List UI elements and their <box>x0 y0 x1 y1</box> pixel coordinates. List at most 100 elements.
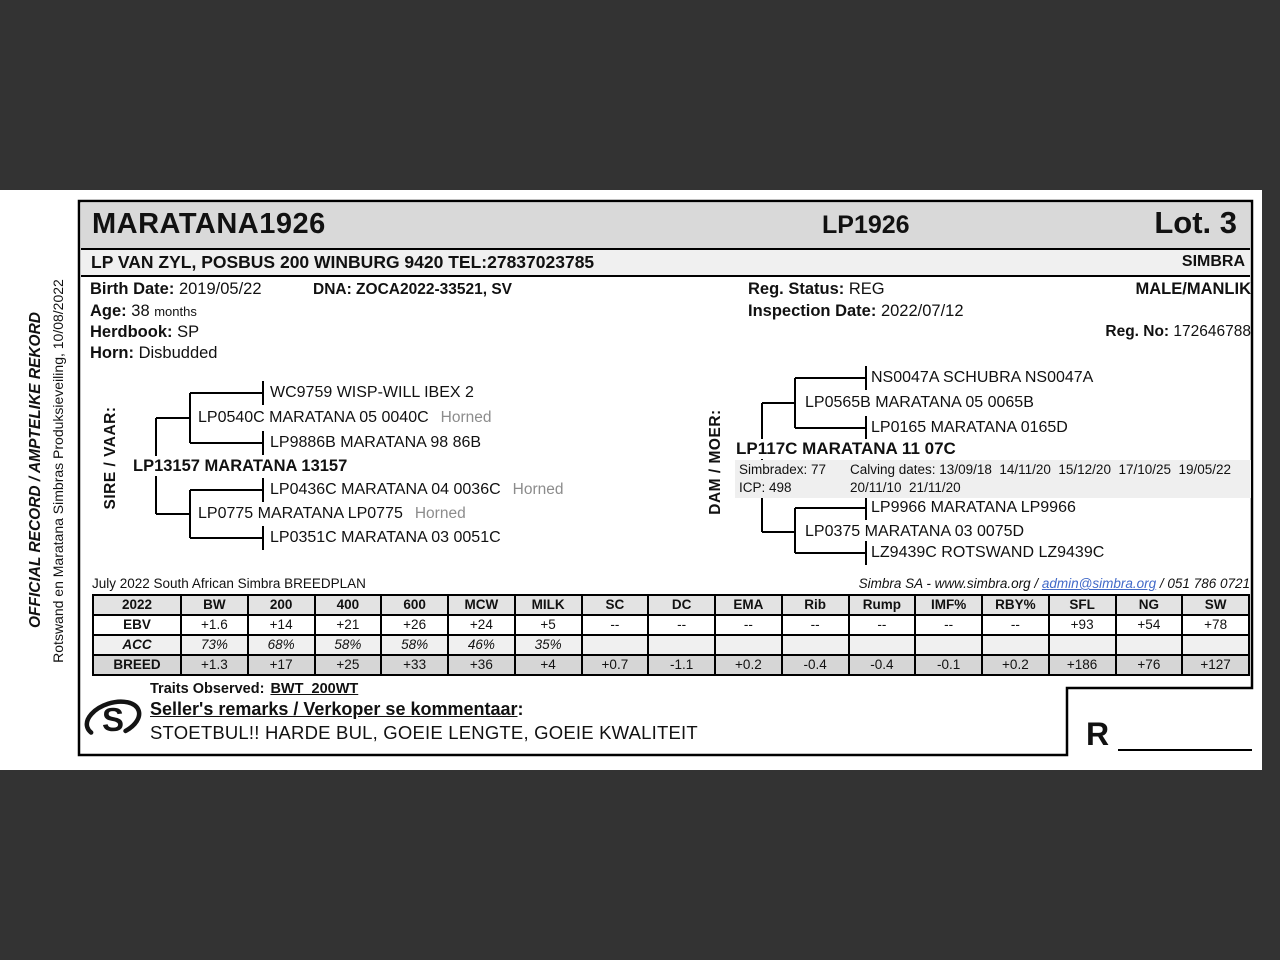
dam-stats-band: Simbradex: 77 Calving dates: 13/09/18 14… <box>735 460 1251 498</box>
reg-status-value: REG <box>848 280 885 298</box>
bp-col-header: 200 <box>246 594 316 616</box>
margin-sale-name-text: Rotswand en Maratana Simbras Produksieve… <box>50 279 66 663</box>
bp-row-label: ACC <box>92 634 182 656</box>
sire-section-label: SIRE / VAAR: <box>102 406 119 510</box>
bp-cell <box>1047 634 1117 656</box>
bp-cell: +5 <box>513 614 583 636</box>
bp-cell: +26 <box>380 614 449 636</box>
bp-row-label: EBV <box>92 614 182 636</box>
herdbook-value: SP <box>177 322 200 341</box>
bp-row-acc: ACC 73% 68% 58% 58% 46% 35% <box>92 634 1250 656</box>
bp-cell <box>1114 634 1184 656</box>
horn-value: Disbudded <box>138 343 218 362</box>
bp-cell: -- <box>714 614 783 636</box>
bp-row-ebv: EBV +1.6 +14 +21 +26 +24 +5 -- -- -- -- -- -- -- +93 +5… <box>92 614 1250 636</box>
seller-remarks-text: STOETBUL!! HARDE BUL, GOEIE LENGTE, GOEI… <box>150 722 698 743</box>
bp-cell: +0.7 <box>580 654 650 676</box>
breed-name: SIMBRA <box>1181 253 1245 270</box>
pedigree-name: LP9886B MARATANA 98 86B <box>270 434 482 451</box>
bp-col-header: 600 <box>380 594 449 616</box>
bp-cell: -- <box>780 614 850 636</box>
bp-col-header: BW <box>180 594 249 616</box>
inspection-date-row: Inspection Date: 2022/07/12 <box>748 301 964 321</box>
dam-grandparent-row: LZ9439C ROTSWAND LZ9439C <box>871 543 1104 563</box>
pedigree-name: LP0165 MARATANA 0165D <box>871 419 1068 436</box>
bp-cell <box>847 634 917 656</box>
sire-parent-row: LP0540C MARATANA 05 0040C Horned <box>198 408 491 428</box>
bp-col-header: Rib <box>780 594 850 616</box>
birth-date-label: Birth Date: <box>90 280 175 298</box>
reg-no-row: Reg. No: 172646788 <box>1105 322 1251 342</box>
pedigree-name: LP0436C MARATANA 04 0036C <box>270 481 501 498</box>
bp-cell: 35% <box>513 634 583 656</box>
horned-note: Horned <box>440 409 492 426</box>
bp-cell: +1.3 <box>180 654 249 676</box>
sire-grandparent-row: LP9886B MARATANA 98 86B <box>270 433 481 453</box>
bp-cell <box>981 634 1050 656</box>
pedigree-name: LZ9439C ROTSWAND LZ9439C <box>871 544 1105 561</box>
sire-grandparent-row: LP0436C MARATANA 04 0036C Horned <box>270 480 563 500</box>
logo-letter: S <box>102 701 124 738</box>
pedigree-name: WC9759 WISP-WILL IBEX 2 <box>270 384 474 401</box>
bp-cell: +0.2 <box>981 654 1050 676</box>
bp-col-header: Rump <box>847 594 917 616</box>
contact-prefix: Simbra SA - www.simbra.org / <box>858 576 1042 591</box>
age-label: Age: <box>90 301 127 320</box>
dna-info: DNA: ZOCA2022-33521, SV <box>313 281 512 298</box>
bp-col-header: NG <box>1114 594 1184 616</box>
bp-cell: +186 <box>1047 654 1117 676</box>
bp-col-header: DC <box>647 594 716 616</box>
bp-cell: -- <box>981 614 1050 636</box>
owner-band: LP VAN ZYL, POSBUS 200 WINBURG 9420 TEL:… <box>81 250 1250 277</box>
bp-col-header: 400 <box>313 594 383 616</box>
bp-cell: 46% <box>447 634 516 656</box>
simbra-contact-line: Simbra SA - www.simbra.org / admin@simbr… <box>859 576 1250 591</box>
bp-cell <box>914 634 983 656</box>
bp-cell <box>714 634 783 656</box>
bp-cell: +21 <box>313 614 383 636</box>
horn-label: Horn: <box>90 343 134 362</box>
bp-cell: +0.2 <box>714 654 783 676</box>
bp-cell: -1.1 <box>647 654 716 676</box>
herdbook-row: Herdbook: SP <box>90 322 199 342</box>
bp-col-header: EMA <box>714 594 783 616</box>
dam-grandparent-row: LP9966 MARATANA LP9966 <box>871 498 1076 518</box>
bp-cell: +54 <box>1114 614 1184 636</box>
bp-cell: -- <box>847 614 917 636</box>
breedplan-caption: July 2022 South African Simbra BREEDPLAN <box>92 576 366 591</box>
bp-row-label: BREED <box>92 654 182 676</box>
bp-cell: +14 <box>246 614 316 636</box>
traits-value: BWT 200WT <box>270 681 359 697</box>
bp-cell: +1.6 <box>180 614 249 636</box>
bp-cell <box>1181 634 1250 656</box>
bp-col-header: SFL <box>1047 594 1117 616</box>
seller-remarks-heading: Seller's remarks / Verkoper se kommentaa… <box>150 699 524 720</box>
sex-label: MALE/MANLIK <box>1135 280 1251 298</box>
age-row: Age: 38 months <box>90 301 197 321</box>
reg-status-label: Reg. Status: <box>748 280 845 298</box>
bp-cell <box>647 634 716 656</box>
calving-dates-continued: 20/11/10 21/11/20 <box>850 480 961 495</box>
price-currency-prefix: R <box>1086 716 1110 752</box>
bp-cell: +76 <box>1114 654 1184 676</box>
bp-cell: +33 <box>380 654 449 676</box>
email-link[interactable]: admin@simbra.org <box>1041 576 1157 591</box>
bp-cell: -- <box>647 614 716 636</box>
horn-row: Horn: Disbudded <box>90 343 217 363</box>
age-unit: months <box>154 303 197 319</box>
bp-col-header: RBY% <box>981 594 1050 616</box>
dam-grandparent-row: NS0047A SCHUBRA NS0047A <box>871 368 1093 388</box>
price-blank-line[interactable] <box>1118 749 1252 751</box>
sire-name: LP13157 MARATANA 13157 <box>133 456 352 476</box>
bp-cell: -0.1 <box>914 654 983 676</box>
bp-col-header: IMF% <box>914 594 983 616</box>
bp-cell: +36 <box>447 654 516 676</box>
bp-col-header: 2022 <box>92 594 182 616</box>
simbradex-value: Simbradex: 77 <box>739 462 827 477</box>
age-value: 38 <box>131 301 150 320</box>
lot-number: Lot. 3 <box>1154 204 1237 240</box>
horned-note: Horned <box>414 505 466 522</box>
birth-date-row: Birth Date: 2019/05/22 <box>90 279 262 299</box>
birth-date-value: 2019/05/22 <box>178 280 262 298</box>
